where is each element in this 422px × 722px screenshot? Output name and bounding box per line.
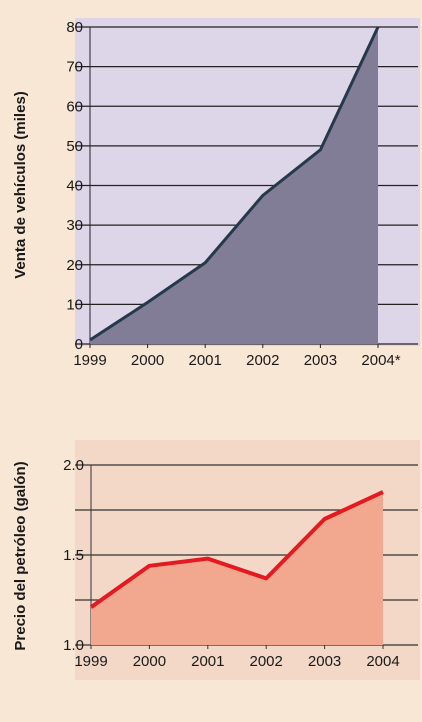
oil-price-x-ticks: 1999 2000 2001 2002 2003 2004 xyxy=(74,645,400,670)
vehicle-sales-y-axis-label: Venta de vehículos (miles) xyxy=(12,91,29,279)
x-tick-label: 2002 xyxy=(246,352,279,369)
y-tick-label: 50 xyxy=(66,138,83,155)
vehicle-sales-chart: 0 10 20 30 40 50 60 70 80 1999 2000 2001 2002 2003 20… xyxy=(12,18,420,369)
oil-price-line xyxy=(89,490,384,609)
vehicle-sales-y-ticks: 0 10 20 30 40 50 60 70 80 xyxy=(66,19,83,353)
x-tick-label: 2001 xyxy=(191,653,224,670)
y-tick-label: 70 xyxy=(66,59,83,76)
y-tick-label: 0 xyxy=(75,336,83,353)
oil-price-chart: 1.0 1.5 2.0 1999 2000 2001 2002 2003 2004 Preci… xyxy=(12,440,420,680)
y-tick-label: 30 xyxy=(66,217,83,234)
x-tick-label: 2001 xyxy=(189,352,222,369)
oil-price-y-axis-label: Precio del petróleo (galón) xyxy=(12,461,29,650)
x-tick-label: 2003 xyxy=(308,653,341,670)
x-tick-label: 2000 xyxy=(133,653,166,670)
y-tick-label: 80 xyxy=(66,19,83,36)
x-tick-label: 2003 xyxy=(304,352,337,369)
y-tick-label: 1.0 xyxy=(63,637,84,654)
x-tick-label: 2002 xyxy=(250,653,283,670)
vehicle-sales-line xyxy=(89,26,380,342)
y-tick-label: 2.0 xyxy=(63,457,84,474)
vehicle-sales-x-ticks: 1999 2000 2001 2002 2003 2004* xyxy=(73,344,401,369)
y-tick-label: 20 xyxy=(66,257,83,274)
x-tick-label: 2004* xyxy=(361,352,400,369)
x-tick-label: 2004 xyxy=(366,653,399,670)
y-tick-label: 1.5 xyxy=(63,547,84,564)
x-tick-label: 1999 xyxy=(74,653,107,670)
vehicle-sales-area xyxy=(90,27,378,344)
oil-price-y-ticks: 1.0 1.5 2.0 xyxy=(63,457,84,654)
x-tick-label: 1999 xyxy=(73,352,106,369)
y-tick-label: 10 xyxy=(66,296,83,313)
x-tick-label: 2000 xyxy=(131,352,164,369)
y-tick-label: 60 xyxy=(66,98,83,115)
y-tick-label: 40 xyxy=(66,178,83,195)
